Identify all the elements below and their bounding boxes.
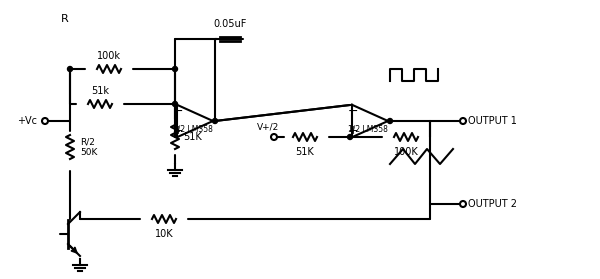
Text: +Vc: +Vc [17, 116, 37, 126]
Text: 1/2 LM358: 1/2 LM358 [173, 124, 213, 133]
Circle shape [460, 201, 466, 207]
Text: 100K: 100K [394, 147, 418, 157]
Circle shape [271, 134, 277, 140]
Circle shape [460, 118, 466, 124]
Circle shape [173, 102, 178, 107]
Text: 51K: 51K [296, 147, 314, 157]
Text: +: + [173, 124, 184, 138]
Text: 100k: 100k [97, 51, 121, 61]
Text: 1/2 LM358: 1/2 LM358 [348, 124, 388, 133]
Circle shape [67, 66, 73, 71]
Circle shape [212, 119, 218, 124]
Text: −: − [173, 105, 183, 117]
Text: 0.05uF: 0.05uF [214, 19, 247, 29]
Text: R: R [61, 14, 69, 24]
Circle shape [388, 119, 392, 124]
Text: 51k: 51k [91, 86, 109, 96]
Circle shape [173, 66, 178, 71]
Text: OUTPUT 1: OUTPUT 1 [468, 116, 517, 126]
Text: +: + [347, 124, 358, 138]
Text: 10K: 10K [155, 229, 173, 239]
Text: OUTPUT 2: OUTPUT 2 [468, 199, 517, 209]
Text: R/2
50K: R/2 50K [80, 137, 97, 157]
Text: 51K: 51K [183, 132, 202, 142]
Circle shape [42, 118, 48, 124]
Text: V+/2: V+/2 [257, 122, 279, 131]
Text: −: − [348, 105, 358, 117]
Circle shape [347, 134, 353, 140]
